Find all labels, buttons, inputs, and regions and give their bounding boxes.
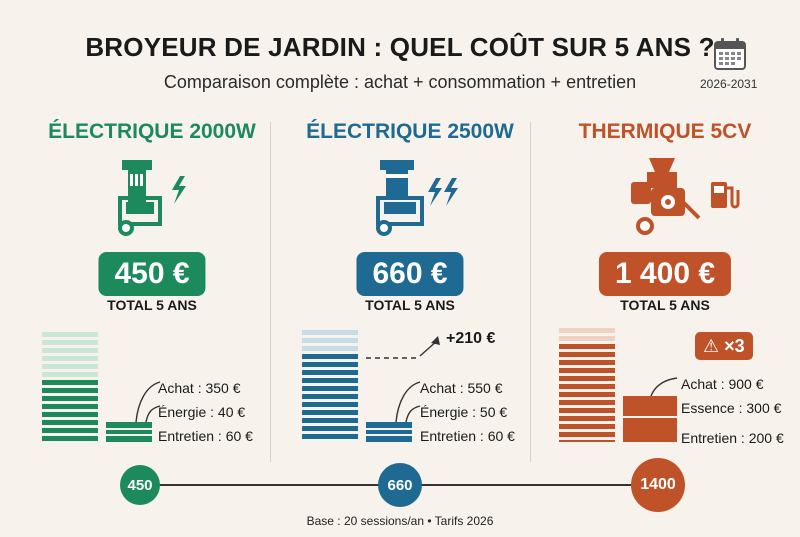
electric-shredder-icon bbox=[118, 160, 186, 236]
total-label: TOTAL 5 ANS bbox=[107, 297, 197, 313]
page-title: BROYEUR DE JARDIN : QUEL COÛT SUR 5 ANS … bbox=[85, 32, 715, 62]
page-subtitle: Comparaison complète : achat + consommat… bbox=[163, 72, 637, 92]
badge-text: ×3 bbox=[724, 336, 745, 356]
footer-note: Base : 20 sessions/an • Tarifs 2026 bbox=[306, 514, 494, 528]
legend-connector bbox=[395, 381, 421, 423]
total-5-ans-value: 1 400 € bbox=[598, 252, 732, 296]
period-label: 2026-2031 bbox=[700, 77, 758, 91]
timeline-dot-660: 660 bbox=[378, 463, 422, 507]
running-cost-stack bbox=[623, 396, 677, 442]
gas-shredder-icon bbox=[631, 158, 740, 235]
legend-maintenance: Entretien : 60 € bbox=[158, 428, 253, 444]
total-5-ans-value: 660 € bbox=[356, 252, 464, 296]
running-cost-stack bbox=[106, 422, 152, 442]
calendar-icon bbox=[714, 38, 746, 70]
total-5-ans-value: 450 € bbox=[98, 252, 206, 296]
total-label: TOTAL 5 ANS bbox=[620, 297, 710, 313]
total-label: TOTAL 5 ANS bbox=[365, 297, 455, 313]
purchase-stack bbox=[302, 330, 358, 442]
purchase-stack bbox=[42, 332, 98, 442]
legend-fuel: Essence : 300 € bbox=[681, 400, 782, 416]
column-title: ÉLECTRIQUE 2000W bbox=[48, 120, 256, 143]
legend-maintenance: Entretien : 200 € bbox=[681, 430, 784, 446]
extra-cost-delta: +210 € bbox=[446, 330, 496, 347]
column-electric-2500w: ÉLECTRIQUE 2500W 660 € TOTAL 5 ANS +210 … bbox=[280, 120, 540, 460]
legend-energy: Énergie : 40 € bbox=[158, 404, 246, 420]
column-electric-2000w: ÉLECTRIQUE 2000W 450 € TOTAL 5 ANS Achat… bbox=[22, 120, 282, 460]
warning-icon: ⚠ bbox=[703, 336, 725, 356]
column-title: ÉLECTRIQUE 2500W bbox=[306, 120, 514, 143]
column-divider bbox=[270, 122, 271, 462]
legend-purchase: Achat : 550 € bbox=[420, 380, 503, 396]
multiplier-badge: ⚠ ×3 bbox=[695, 332, 753, 360]
legend-energy: Énergie : 50 € bbox=[420, 404, 508, 420]
legend-connector bbox=[135, 381, 161, 423]
timeline-dot-1400: 1400 bbox=[631, 458, 685, 512]
column-title: THERMIQUE 5CV bbox=[578, 120, 752, 143]
running-cost-stack bbox=[366, 422, 412, 442]
legend-maintenance: Entretien : 60 € bbox=[420, 428, 515, 444]
electric-shredder-icon bbox=[376, 160, 458, 236]
legend-purchase: Achat : 350 € bbox=[158, 380, 241, 396]
column-thermique-5cv: THERMIQUE 5CV 1 400 € TOTAL 5 ANS ⚠ ×3 bbox=[535, 120, 795, 460]
purchase-stack bbox=[559, 328, 615, 442]
legend-connector bbox=[650, 377, 678, 397]
legend-purchase: Achat : 900 € bbox=[681, 376, 764, 392]
column-divider bbox=[530, 122, 531, 462]
increase-arrow-icon bbox=[366, 336, 440, 359]
timeline-dot-450: 450 bbox=[120, 465, 160, 505]
